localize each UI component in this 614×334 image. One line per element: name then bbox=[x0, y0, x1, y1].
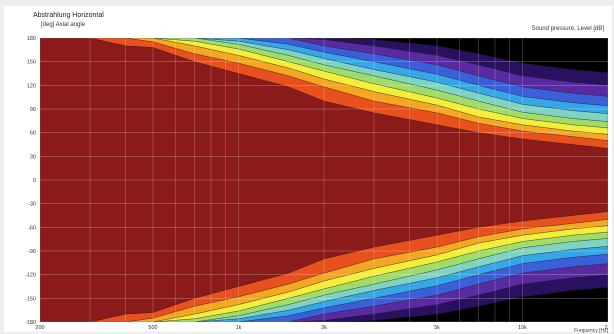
y-tick-label: -60 bbox=[28, 225, 36, 231]
y-tick-label: -120 bbox=[25, 273, 36, 279]
x-tick-label: 2 bbox=[604, 325, 607, 331]
y-tick-label: 0 bbox=[33, 178, 36, 184]
chart-title: Abstrahlung Horizontal bbox=[33, 12, 104, 19]
x-tick-label: 2k bbox=[321, 325, 327, 331]
y-tick-label: 90 bbox=[30, 107, 36, 113]
y-tick-label: -150 bbox=[25, 296, 36, 302]
x-axis-unit-label: Frequency [Hz] bbox=[574, 328, 608, 334]
x-tick-label: 5k bbox=[434, 325, 440, 331]
y-tick-label: 150 bbox=[27, 60, 36, 66]
x-tick-label: 200 bbox=[35, 325, 44, 331]
y-axis-label: [deg] Axial angle bbox=[41, 22, 86, 28]
x-tick-label: 1k bbox=[236, 325, 242, 331]
y-tick-label: 180 bbox=[27, 36, 36, 42]
x-tick-label: 500 bbox=[148, 325, 157, 331]
y-tick-label: 60 bbox=[30, 131, 36, 137]
y-tick-label: 30 bbox=[30, 154, 36, 160]
y-tick-label: 120 bbox=[27, 83, 36, 89]
x-tick-label: 10k bbox=[518, 325, 527, 331]
y-tick-label: -180 bbox=[25, 320, 36, 326]
y-tick-label: -30 bbox=[28, 202, 36, 208]
colorbar-label: Sound pressure, Level [dB] bbox=[531, 26, 604, 32]
y-tick-label: -90 bbox=[28, 249, 36, 255]
